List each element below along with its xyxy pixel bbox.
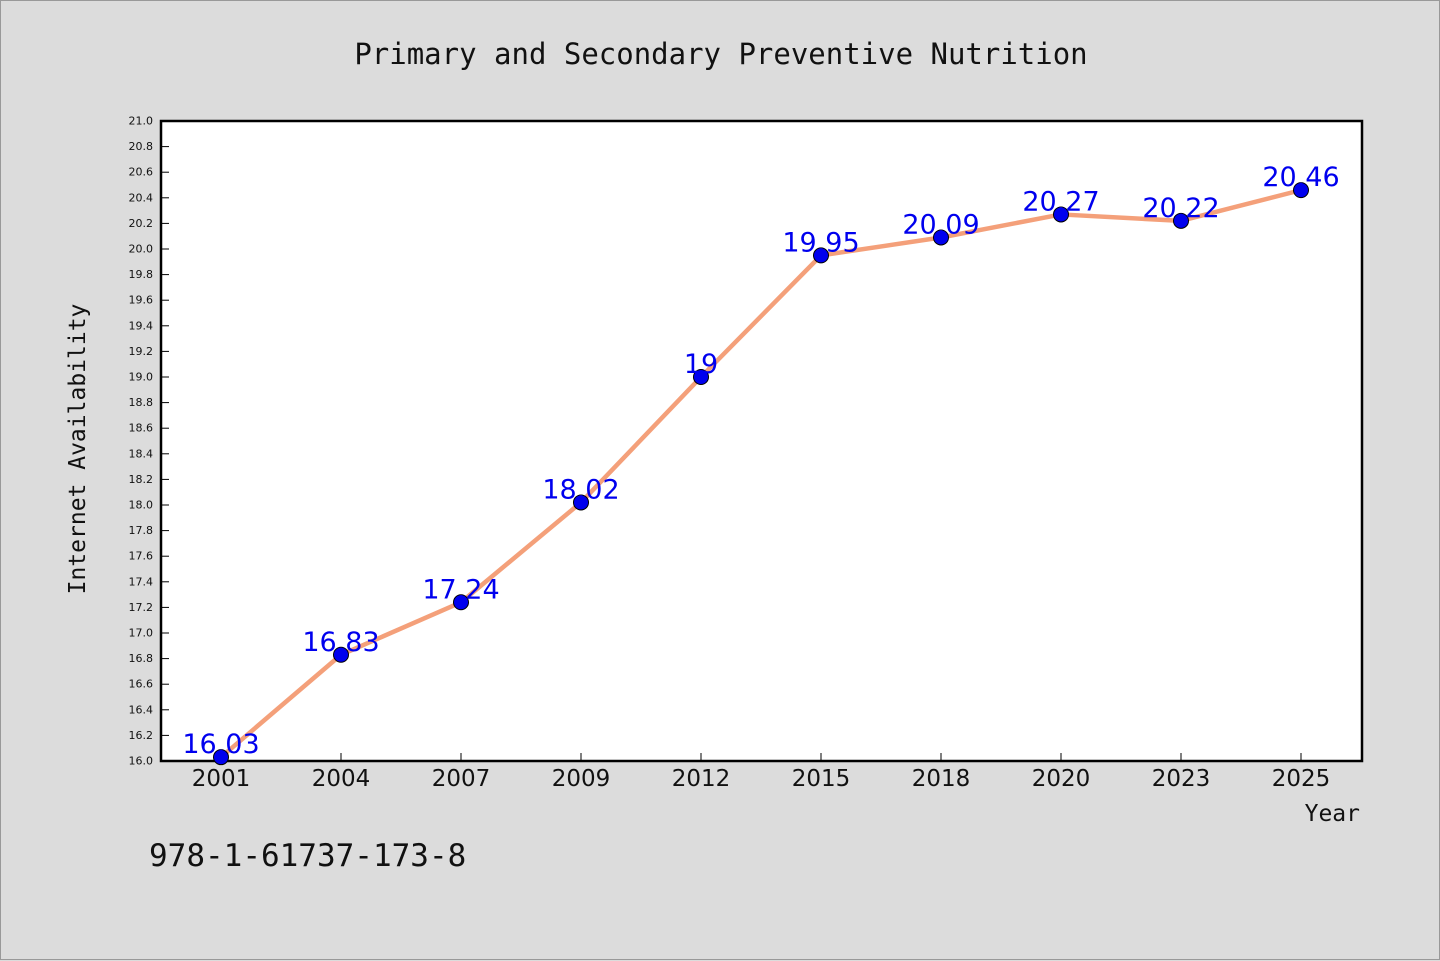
y-tick-label: 20.8 bbox=[129, 140, 154, 153]
y-tick-label: 19.0 bbox=[129, 371, 154, 384]
y-tick-label: 18.2 bbox=[129, 473, 154, 486]
x-tick-label: 2020 bbox=[1032, 766, 1091, 792]
data-label: 16.83 bbox=[302, 627, 379, 658]
x-tick-label: 2007 bbox=[432, 766, 491, 792]
y-tick-label: 16.0 bbox=[129, 755, 154, 768]
data-point bbox=[813, 247, 829, 264]
y-tick-label: 18.8 bbox=[129, 396, 154, 409]
x-tick-label: 2023 bbox=[1152, 766, 1211, 792]
y-tick-label: 16.4 bbox=[129, 703, 154, 716]
y-tick-label: 18.0 bbox=[129, 499, 154, 512]
y-tick-label: 20.4 bbox=[129, 191, 154, 204]
x-tick-label: 2015 bbox=[792, 766, 851, 792]
data-point bbox=[333, 646, 349, 663]
x-tick-label: 2018 bbox=[912, 766, 971, 792]
y-tick-label: 17.4 bbox=[129, 575, 154, 588]
y-axis: 16.0 16.2 16.4 16.6 16.8 17.0 17.2 17.4 17.6 17.8… bbox=[129, 115, 169, 768]
plot-area bbox=[159, 119, 1364, 763]
y-axis-label: Internet Availability bbox=[65, 304, 91, 595]
data-label: 20.27 bbox=[1022, 186, 1099, 217]
x-tick-label: 2009 bbox=[552, 766, 611, 792]
y-tick-label: 20.6 bbox=[129, 166, 154, 179]
footer-isbn: 978-1-61737-173-8 bbox=[149, 838, 466, 874]
y-tick-label: 20.2 bbox=[129, 217, 154, 230]
data-label: 20.22 bbox=[1142, 193, 1219, 224]
data-label: 19 bbox=[684, 349, 718, 380]
data-label: 20.09 bbox=[902, 209, 979, 240]
y-tick-label: 16.6 bbox=[129, 678, 154, 691]
y-tick-label: 19.8 bbox=[129, 268, 154, 281]
data-point bbox=[693, 369, 709, 385]
x-tick-label: 2012 bbox=[672, 766, 731, 792]
y-tick-label: 19.6 bbox=[129, 294, 154, 307]
data-label: 17.24 bbox=[422, 574, 499, 605]
data-label: 18.02 bbox=[542, 474, 619, 505]
series-line bbox=[218, 187, 1304, 760]
data-point bbox=[573, 494, 589, 511]
data-point bbox=[453, 594, 469, 611]
y-tick-label: 19.2 bbox=[129, 345, 154, 358]
x-tick-label: 2001 bbox=[192, 766, 251, 792]
y-tick-label: 18.4 bbox=[129, 447, 154, 460]
y-tick-label: 17.0 bbox=[129, 627, 154, 640]
y-tick-label: 17.2 bbox=[129, 601, 154, 614]
data-point bbox=[933, 229, 949, 246]
x-tick-label: 2004 bbox=[312, 766, 371, 792]
y-tick-label: 19.4 bbox=[129, 319, 154, 332]
y-tick-label: 17.6 bbox=[129, 550, 154, 563]
x-axis-label: Year bbox=[1305, 801, 1360, 827]
y-tick-label: 16.2 bbox=[129, 729, 154, 742]
y-tick-label: 17.8 bbox=[129, 524, 154, 537]
data-point bbox=[1173, 212, 1189, 229]
y-tick-label: 20.0 bbox=[129, 243, 154, 256]
chart-title: Primary and Secondary Preventive Nutriti… bbox=[354, 37, 1087, 71]
x-axis: 2001 2004 2007 2009 2012 2015 2018 2020 2023 2025 bbox=[192, 753, 1331, 792]
data-label: 20.46 bbox=[1262, 162, 1339, 193]
series-layer: 16.03 16.83 17.24 18.02 19 19.95 20.09 20.27 20.… bbox=[182, 162, 1340, 766]
y-tick-label: 16.8 bbox=[129, 652, 154, 665]
data-point bbox=[1293, 182, 1309, 199]
data-label: 19.95 bbox=[782, 227, 859, 258]
data-label: 16.03 bbox=[182, 729, 259, 760]
data-point bbox=[213, 749, 229, 766]
x-tick-label: 2025 bbox=[1272, 766, 1331, 792]
y-tick-label: 21.0 bbox=[129, 115, 154, 128]
y-tick-label: 18.6 bbox=[129, 422, 154, 435]
data-point bbox=[1053, 206, 1069, 223]
